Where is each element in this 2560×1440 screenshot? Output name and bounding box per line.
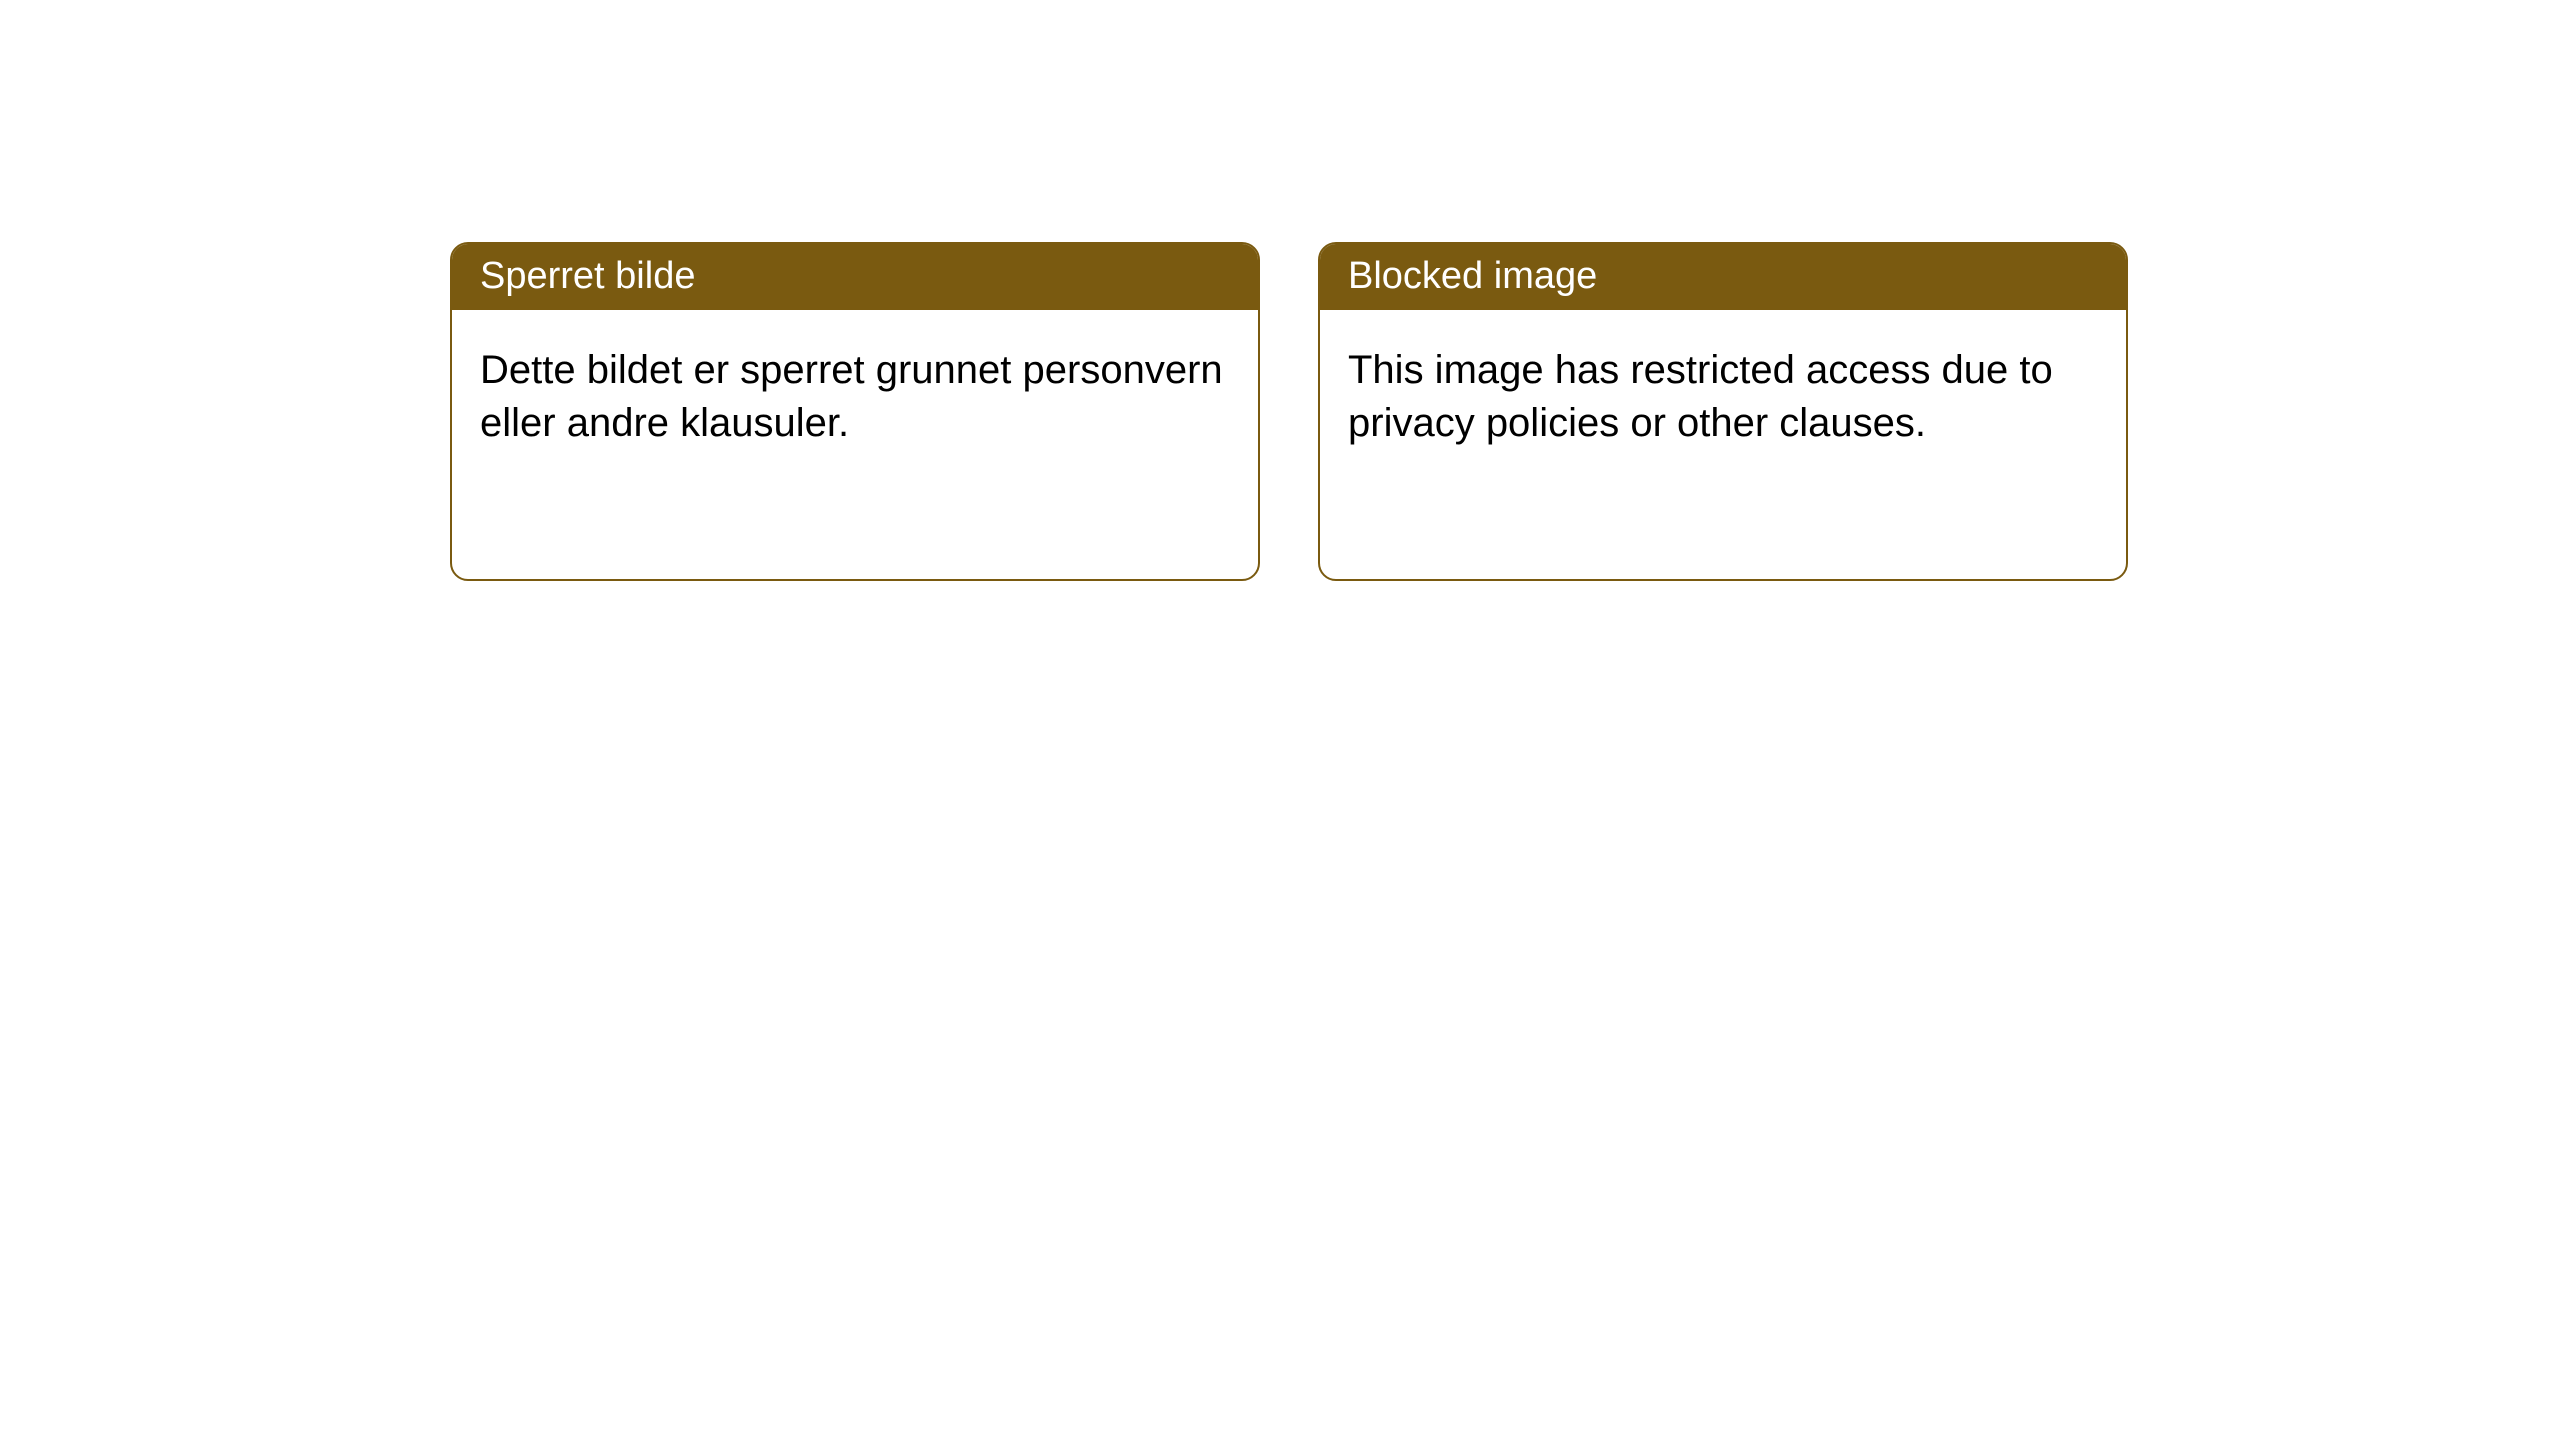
notice-card-english: Blocked image This image has restricted …	[1318, 242, 2128, 581]
notice-cards-container: Sperret bilde Dette bildet er sperret gr…	[0, 0, 2560, 581]
notice-card-body-english: This image has restricted access due to …	[1320, 310, 2126, 484]
notice-card-title-norwegian: Sperret bilde	[452, 244, 1258, 310]
notice-card-norwegian: Sperret bilde Dette bildet er sperret gr…	[450, 242, 1260, 581]
notice-card-body-norwegian: Dette bildet er sperret grunnet personve…	[452, 310, 1258, 484]
notice-card-title-english: Blocked image	[1320, 244, 2126, 310]
